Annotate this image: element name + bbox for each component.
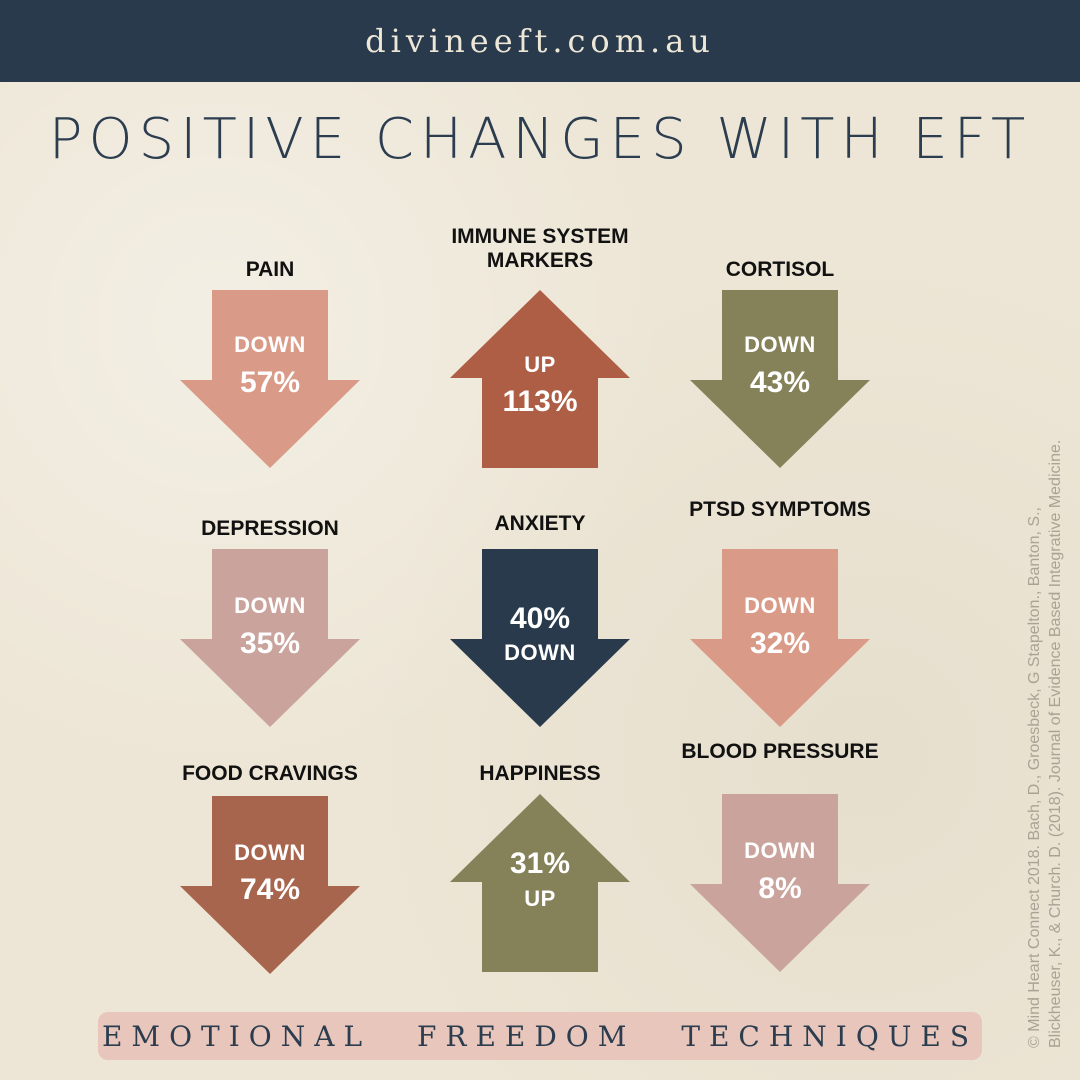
footer-banner: EMOTIONAL FREEDOM TECHNIQUES	[98, 1012, 982, 1060]
stat-label: ANXIETY	[494, 512, 586, 535]
stat-direction: UP	[524, 886, 556, 911]
stat-direction: DOWN	[504, 640, 576, 665]
stat-label: IMMUNE SYSTEM MARKERS	[451, 225, 629, 272]
arrow-shape	[450, 290, 630, 468]
stat-direction: DOWN	[744, 838, 816, 863]
stat-item-food-cravings: FOOD CRAVINGS DOWN 74%	[180, 762, 360, 1022]
arrow-shape	[180, 796, 360, 974]
site-url[interactable]: divineeft.com.au	[365, 22, 715, 60]
stat-value: 74%	[239, 873, 301, 906]
stat-item-happiness: HAPPINESS 31% UP	[450, 762, 630, 1022]
up-arrow-icon	[450, 290, 630, 470]
down-arrow-icon	[450, 549, 630, 729]
footer-text: EMOTIONAL FREEDOM TECHNIQUES	[101, 1019, 979, 1053]
arrow-shape	[450, 794, 630, 972]
arrow-shape	[450, 549, 630, 727]
stat-label: FOOD CRAVINGS	[182, 762, 358, 785]
arrow-shape	[180, 549, 360, 727]
citation-line-2: Blickheuser, K., & Church. D. (2018). Jo…	[1047, 439, 1064, 1048]
site-header: divineeft.com.au	[0, 0, 1080, 82]
stat-direction: DOWN	[744, 332, 816, 357]
arrow-shape	[690, 794, 870, 972]
stat-label: PAIN	[245, 258, 295, 281]
down-arrow-icon	[180, 796, 360, 976]
stat-direction: DOWN	[744, 593, 816, 618]
page-title: POSITIVE CHANGES WITH EFT	[48, 107, 1032, 172]
stat-label: DEPRESSION	[201, 517, 339, 540]
stat-direction: DOWN	[234, 593, 306, 618]
stat-value: 57%	[239, 366, 301, 399]
stat-item-anxiety: ANXIETY 40% DOWN	[450, 512, 630, 772]
stat-label: CORTISOL	[725, 258, 835, 281]
down-arrow-icon	[690, 794, 870, 974]
stat-value: 40%	[509, 602, 571, 635]
stat-label: PTSD SYMPTOMS	[689, 498, 871, 521]
down-arrow-icon	[180, 290, 360, 470]
stat-item-pain: PAIN DOWN 57%	[180, 258, 360, 518]
stat-direction: DOWN	[234, 332, 306, 357]
stat-item-depression: DEPRESSION DOWN 35%	[180, 517, 360, 777]
stat-value: 113%	[502, 385, 578, 418]
stat-item-cortisol: CORTISOL DOWN 43%	[690, 258, 870, 518]
arrow-shape	[180, 290, 360, 468]
stat-value: 31%	[509, 847, 571, 880]
stat-direction: DOWN	[234, 840, 306, 865]
stat-item-immune: IMMUNE SYSTEM MARKERS UP 113%	[450, 225, 630, 485]
stat-item-ptsd: PTSD SYMPTOMS DOWN 32%	[689, 498, 871, 758]
stat-value: 43%	[749, 366, 811, 399]
arrow-shape	[690, 290, 870, 468]
stat-value: 32%	[749, 627, 811, 660]
down-arrow-icon	[180, 549, 360, 729]
citation-line-1: © Mind Heart Connect 2018. Bach, D., Gro…	[1026, 507, 1043, 1048]
down-arrow-icon	[690, 549, 870, 729]
down-arrow-icon	[690, 290, 870, 470]
stat-item-blood-pressure: BLOOD PRESSURE DOWN 8%	[681, 740, 879, 1000]
stat-label: HAPPINESS	[479, 762, 601, 785]
stat-value: 35%	[239, 627, 301, 660]
arrow-shape	[690, 549, 870, 727]
stat-direction: UP	[524, 352, 556, 377]
stat-label: BLOOD PRESSURE	[681, 740, 879, 763]
up-arrow-icon	[450, 794, 630, 974]
stat-value: 8%	[758, 872, 802, 905]
citation: © Mind Heart Connect 2018. Bach, D., Gro…	[1024, 268, 1066, 1048]
